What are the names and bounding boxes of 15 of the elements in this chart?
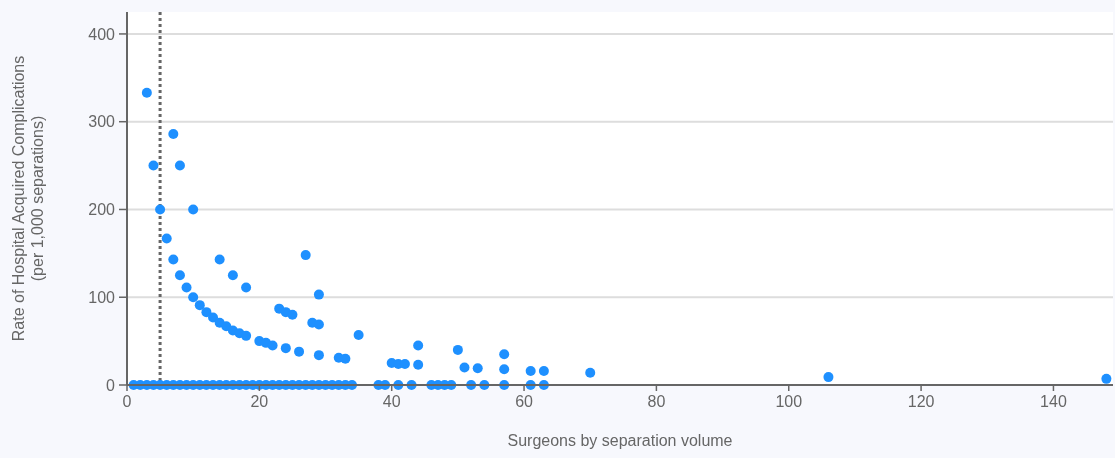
y-tick-label: 100 (88, 288, 116, 306)
y-tick-label: 300 (88, 113, 116, 131)
x-tick-label: 140 (1040, 393, 1067, 410)
x-tick-label: 20 (250, 393, 269, 410)
x-tick-label: 40 (382, 393, 401, 410)
y-tick-label: 200 (88, 201, 116, 219)
x-tick-label: 120 (907, 393, 935, 410)
x-tick-label: 0 (122, 393, 132, 410)
x-tick-label: 80 (647, 393, 666, 410)
x-axis-title: Surgeons by separation volume (507, 432, 733, 449)
x-tick-label: 100 (775, 393, 803, 410)
y-axis-title: Rate of Hospital Acquired Complications (per 1,000 separations) (10, 55, 47, 342)
y-tick-label: 0 (106, 376, 116, 394)
x-tick-label: 60 (515, 393, 534, 410)
y-tick-label: 400 (88, 25, 116, 43)
